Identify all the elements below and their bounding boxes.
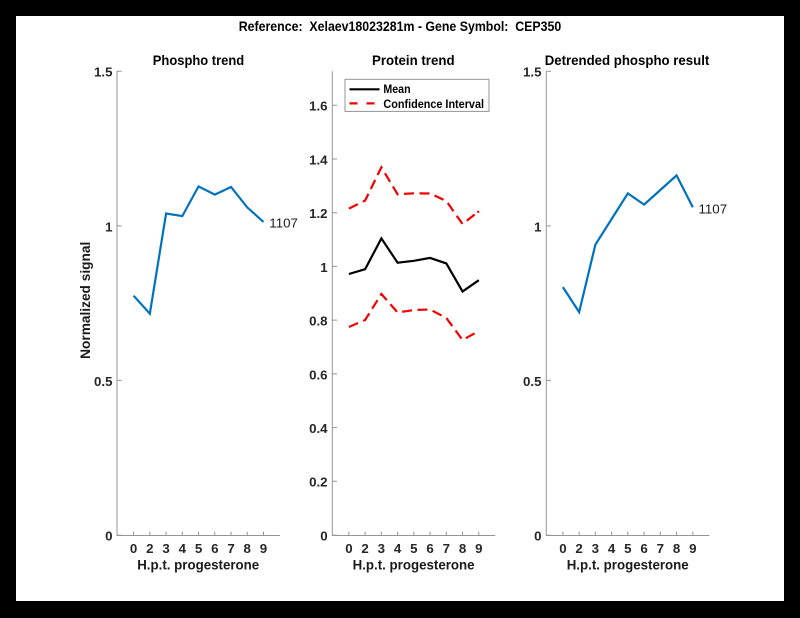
svg-text:4: 4 xyxy=(179,541,187,556)
svg-text:0: 0 xyxy=(345,541,352,556)
svg-text:0: 0 xyxy=(534,528,541,543)
svg-text:4: 4 xyxy=(394,541,402,556)
svg-text:1: 1 xyxy=(320,260,328,275)
svg-text:1: 1 xyxy=(105,219,113,234)
svg-text:0: 0 xyxy=(105,528,112,543)
svg-text:0.5: 0.5 xyxy=(94,374,113,389)
svg-text:0.6: 0.6 xyxy=(309,367,328,382)
svg-text:3: 3 xyxy=(592,541,599,556)
svg-text:7: 7 xyxy=(657,541,664,556)
svg-text:1.5: 1.5 xyxy=(523,65,542,80)
svg-text:Mean: Mean xyxy=(383,82,410,96)
svg-text:6: 6 xyxy=(640,541,647,556)
svg-text:8: 8 xyxy=(459,541,466,556)
svg-text:0: 0 xyxy=(320,528,327,543)
svg-text:0.2: 0.2 xyxy=(309,475,328,490)
svg-text:1.6: 1.6 xyxy=(309,99,328,114)
svg-text:6: 6 xyxy=(211,541,218,556)
svg-text:Phospho trend: Phospho trend xyxy=(153,52,244,68)
svg-text:0: 0 xyxy=(130,541,137,556)
svg-text:7: 7 xyxy=(443,541,450,556)
svg-text:1.4: 1.4 xyxy=(309,152,328,167)
svg-text:H.p.t. progesterone: H.p.t. progesterone xyxy=(137,557,259,573)
svg-text:0.8: 0.8 xyxy=(309,314,328,329)
svg-text:5: 5 xyxy=(410,541,418,556)
svg-text:2: 2 xyxy=(146,541,153,556)
svg-text:1.2: 1.2 xyxy=(309,206,328,221)
svg-text:0.5: 0.5 xyxy=(523,374,542,389)
svg-text:H.p.t. progesterone: H.p.t. progesterone xyxy=(353,557,475,573)
svg-text:1.5: 1.5 xyxy=(94,65,113,80)
svg-text:8: 8 xyxy=(244,541,251,556)
svg-text:Reference: Xelaev18023281m -: Reference: Xelaev18023281m - Gene Symbol… xyxy=(239,18,562,34)
svg-text:0.4: 0.4 xyxy=(309,421,328,436)
svg-text:3: 3 xyxy=(162,541,169,556)
svg-text:1107: 1107 xyxy=(269,216,298,231)
svg-text:H.p.t. progesterone: H.p.t. progesterone xyxy=(567,557,689,573)
svg-text:3: 3 xyxy=(378,541,385,556)
svg-text:9: 9 xyxy=(475,541,482,556)
svg-text:Normalized signal: Normalized signal xyxy=(77,242,93,359)
svg-text:5: 5 xyxy=(624,541,632,556)
svg-text:1107: 1107 xyxy=(699,202,728,217)
svg-text:Detrended phospho result: Detrended phospho result xyxy=(545,52,710,68)
svg-text:8: 8 xyxy=(673,541,680,556)
svg-text:6: 6 xyxy=(426,541,433,556)
svg-text:9: 9 xyxy=(260,541,267,556)
svg-text:9: 9 xyxy=(689,541,696,556)
svg-text:Confidence Interval: Confidence Interval xyxy=(383,97,484,111)
svg-text:1: 1 xyxy=(534,219,542,234)
svg-text:0: 0 xyxy=(559,541,566,556)
svg-text:Protein trend: Protein trend xyxy=(372,52,455,68)
svg-text:7: 7 xyxy=(227,541,234,556)
svg-text:4: 4 xyxy=(608,541,616,556)
svg-text:2: 2 xyxy=(575,541,582,556)
svg-text:2: 2 xyxy=(361,541,368,556)
svg-text:5: 5 xyxy=(195,541,203,556)
